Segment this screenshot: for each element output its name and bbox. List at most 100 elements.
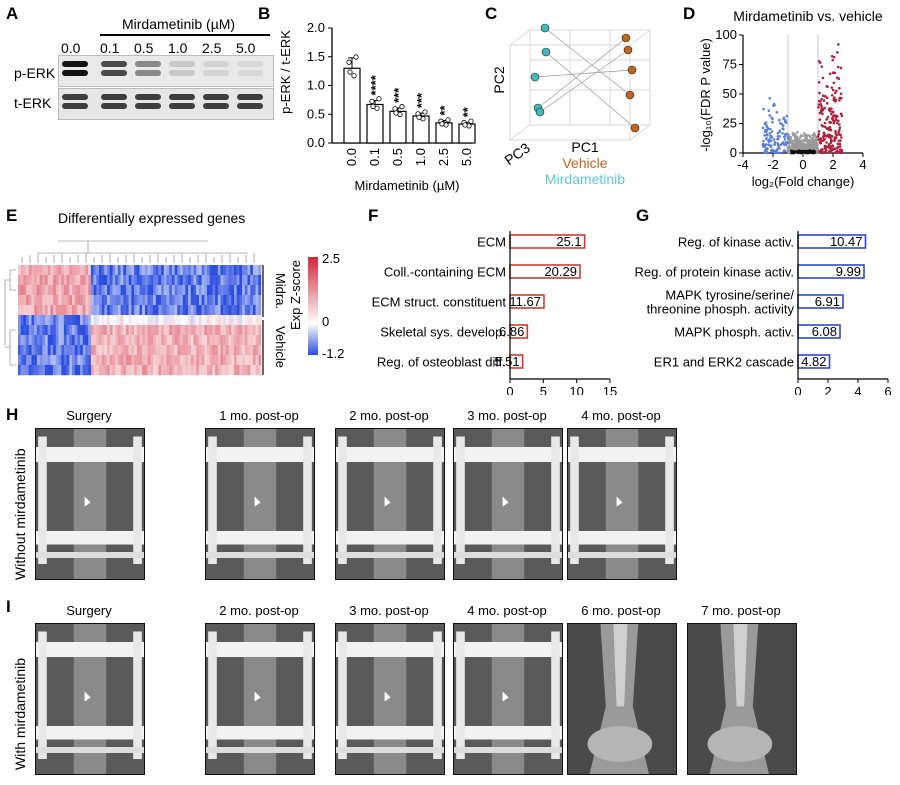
- volcano-point-up: [839, 151, 842, 155]
- bar-category-label: 0.5: [390, 148, 405, 166]
- replicate-point: [439, 121, 445, 127]
- volcano-point-down: [765, 133, 769, 136]
- panel-label-a: A: [6, 4, 19, 23]
- volcano-point-up: [837, 139, 841, 142]
- perk-band: [203, 70, 229, 76]
- volcano-point-up: [820, 110, 823, 114]
- bar-y-tick-label: 0.0: [307, 135, 325, 150]
- volcano-point-down: [765, 124, 768, 127]
- volcano-point-down: [761, 142, 765, 146]
- go-term-label: ECM struct. constituent: [372, 295, 507, 310]
- volcano-point-down: [782, 141, 785, 144]
- volcano-point-up: [820, 65, 824, 68]
- volcano-point-up: [831, 58, 834, 62]
- volcano-point-down: [763, 134, 766, 137]
- go-term-value-label: 9.99: [836, 264, 861, 279]
- volcano-point-baseline: [812, 151, 816, 155]
- volcano-point-up: [839, 92, 843, 96]
- volcano-point-up: [830, 135, 834, 138]
- replicate-point: [416, 114, 422, 120]
- volcano-y-tick-label: 75: [723, 57, 737, 72]
- volcano-point-up: [826, 134, 829, 137]
- volcano-point-ns: [814, 140, 818, 143]
- volcano-point-up: [833, 139, 836, 143]
- volcano-point-down: [763, 122, 767, 126]
- volcano-point-ns: [806, 146, 809, 149]
- go-x-tick-label: 15: [603, 384, 617, 395]
- volcano-point-down: [772, 138, 776, 141]
- volcano-point-down: [765, 151, 769, 155]
- replicate-point: [462, 122, 468, 128]
- volcano-point-up: [832, 81, 836, 85]
- volcano-point-up: [831, 117, 835, 121]
- volcano-point-down: [782, 150, 786, 154]
- volcano-point-up: [836, 51, 839, 54]
- perk-band: [101, 61, 127, 67]
- terk-band: [101, 103, 127, 109]
- volcano-point-down: [777, 137, 780, 141]
- heatmap-cells: [18, 265, 262, 376]
- go-term-label: ECM: [477, 235, 506, 250]
- volcano-point-ns: [811, 133, 814, 137]
- volcano-point-up: [820, 97, 824, 101]
- pca-point-vehicle: [625, 90, 635, 100]
- timepoint-label: 3 mo. post-op: [349, 603, 429, 618]
- volcano-point-up: [818, 118, 822, 121]
- volcano-point-down: [778, 151, 782, 155]
- volcano-point-down: [776, 142, 780, 145]
- go-term-label: Reg. of kinase activ.: [678, 235, 794, 250]
- volcano-point-ns: [789, 139, 793, 142]
- significance-stars: **: [437, 105, 452, 116]
- significance-stars: ***: [391, 87, 406, 103]
- replicate-point: [370, 103, 376, 110]
- volcano-point-down: [767, 109, 771, 113]
- volcano-point-down: [764, 137, 768, 141]
- replicate-point: [445, 117, 451, 123]
- volcano-point-ns: [787, 144, 791, 147]
- volcano-point-up: [830, 54, 834, 58]
- volcano-point-baseline: [798, 149, 801, 153]
- volcano-point-down: [762, 107, 765, 111]
- volcano-point-up: [822, 134, 826, 138]
- volcano-point-down: [773, 151, 777, 154]
- volcano-point-down: [786, 141, 789, 145]
- side-label-without: Without mirdametinib: [12, 448, 28, 581]
- panel-label-e: E: [6, 206, 18, 225]
- pca-point-mirdametinib: [541, 47, 551, 57]
- colorbar-tick: 0: [322, 314, 329, 329]
- volcano-point-up: [830, 93, 834, 97]
- volcano-point-ns: [789, 136, 792, 140]
- heatmap-panel: Differentially expressed genes Midra. Ve…: [0, 205, 360, 390]
- volcano-point-ns: [794, 147, 798, 151]
- volcano-point-down: [763, 151, 767, 155]
- bar-category-label: 5.0: [459, 148, 474, 166]
- go-term-label: MAPK phosph. activ.: [674, 325, 794, 340]
- volcano-point-up: [831, 110, 835, 114]
- go-term-value-label: 4.82: [801, 354, 826, 369]
- volcano-point-up: [840, 136, 843, 139]
- volcano-point-down: [770, 139, 773, 143]
- volcano-point-up: [823, 125, 827, 129]
- xray-image: [335, 428, 445, 580]
- blot-dose-label: 1.0: [168, 40, 188, 56]
- volcano-point-up: [819, 100, 822, 103]
- perk-bar-chart: p-ERK / t-ERK 0.00.51.01.52.0 0.0****0.1…: [278, 20, 476, 193]
- volcano-point-up: [817, 130, 821, 133]
- bar-y-axis-label: p-ERK / t-ERK: [278, 30, 293, 114]
- terk-band: [237, 94, 263, 100]
- go-mapk-bar-chart: Reg. of kinase activ. 10.47 Reg. of protei…: [635, 231, 892, 395]
- volcano-point-up: [838, 142, 842, 146]
- blot-dose-label: 2.5: [202, 40, 222, 56]
- volcano-point-ns: [794, 140, 797, 143]
- pca-connectors: [534, 27, 636, 129]
- volcano-point-up: [827, 143, 831, 147]
- volcano-point-up: [836, 65, 840, 69]
- volcano-point-up: [817, 81, 821, 84]
- volcano-point-ns: [816, 143, 819, 147]
- volcano-point-up: [828, 109, 832, 113]
- volcano-point-up: [818, 91, 821, 95]
- volcano-point-ns: [801, 143, 805, 147]
- volcano-point-up: [837, 43, 840, 46]
- volcano-point-baseline: [791, 151, 795, 155]
- volcano-point-up: [821, 76, 825, 80]
